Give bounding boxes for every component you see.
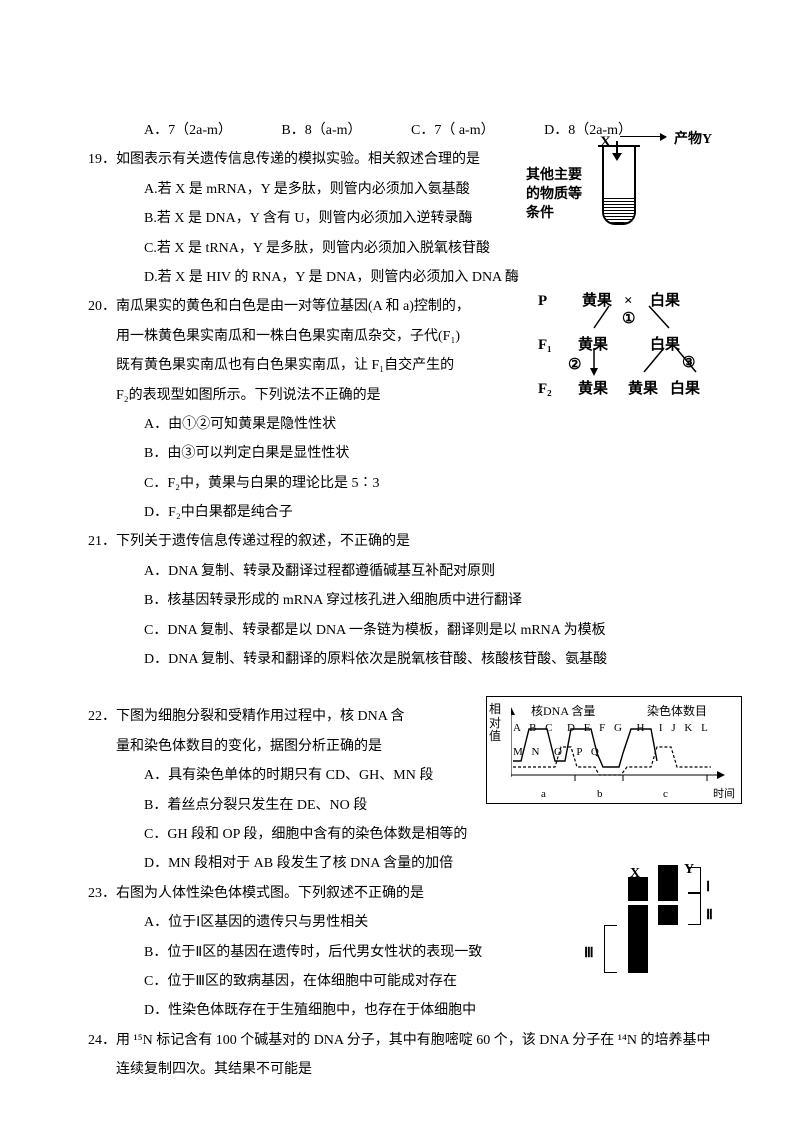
q19-c: C.若 X 是 tRNA，Y 是多肽，则管内必须加入脱氧核苷酸 (88, 234, 722, 263)
q21: 21．下列关于遗传信息传递过程的叙述，不正确的是 A．DNA 复制、转录及翻译过… (88, 527, 722, 674)
q20-b: B．由③可以判定白果是显性性状 (88, 439, 722, 468)
y-bar (658, 865, 678, 925)
q20: 20．南瓜果实的黄色和白色是由一对等位基因(A 和 a)控制的， 用一株黄色果实… (88, 292, 722, 527)
tube-icon (602, 147, 636, 225)
q23-d: D．性染色体既存在于生殖细胞中，也存在于体细胞中 (88, 996, 722, 1025)
q24-stem: 24．用 ¹⁵N 标记含有 100 个碱基对的 DNA 分子，其中有胞嘧啶 60… (88, 1026, 722, 1055)
q21-b: B．核基因转录形成的 mRNA 穿过核孔进入细胞质中进行翻译 (88, 586, 722, 615)
q21-d: D．DNA 复制、转录和翻译的原料依次是脱氧核苷酸、核酸核苷酸、氨基酸 (88, 645, 722, 674)
tube-label: 其他主要 的物质等 条件 (526, 167, 582, 224)
opt-c: C．7（ a-m） (411, 116, 495, 145)
q20-d: D．F₂中白果都是纯合子 (88, 498, 722, 527)
opt-a: A．7（2a-m） (144, 116, 232, 145)
q22-figure: 相 对 值 核DNA 含量 染色体数目 a b c 时间 A B C D E F… (486, 696, 742, 804)
x-bar (628, 877, 648, 973)
q20-figure: P 黄果 × 白果 ① F₁ 黄果 白果 ② ③ F₂ 黄果 黄果 白果 (534, 284, 734, 416)
q20-c: C．F₂中，黄果与白果的理论比是 5∶3 (88, 469, 722, 498)
q21-stem: 21．下列关于遗传信息传递过程的叙述，不正确的是 (88, 527, 722, 556)
q21-a: A．DNA 复制、转录及翻译过程都遵循碱基互补配对原则 (88, 557, 722, 586)
q19: 19．如图表示有关遗传信息传递的模拟实验。相关叙述合理的是 A.若 X 是 mR… (88, 145, 722, 292)
q24: 24．用 ¹⁵N 标记含有 100 个碱基对的 DNA 分子，其中有胞嘧啶 60… (88, 1026, 722, 1085)
q23-figure: X Y Ⅰ Ⅱ Ⅲ (564, 861, 742, 981)
q22-c: C．GH 段和 OP 段，细胞中含有的染色体数是相等的 (88, 820, 722, 849)
q21-c: C．DNA 复制、转录都是以 DNA 一条链为模板，翻译则是以 mRNA 为模板 (88, 616, 722, 645)
q19-figure: X 产物Y 其他主要 的物质等 条件 (550, 127, 724, 231)
q22: 22．下图为细胞分裂和受精作用过程中，核 DNA 含 量和染色体数目的变化，据图… (88, 702, 722, 878)
arrow-icon (620, 136, 666, 137)
q23: 23．右图为人体性染色体模式图。下列叙述不正确的是 A．位于Ⅰ区基因的遗传只与男… (88, 879, 722, 1026)
opt-b: B．8（a-m） (281, 116, 361, 145)
